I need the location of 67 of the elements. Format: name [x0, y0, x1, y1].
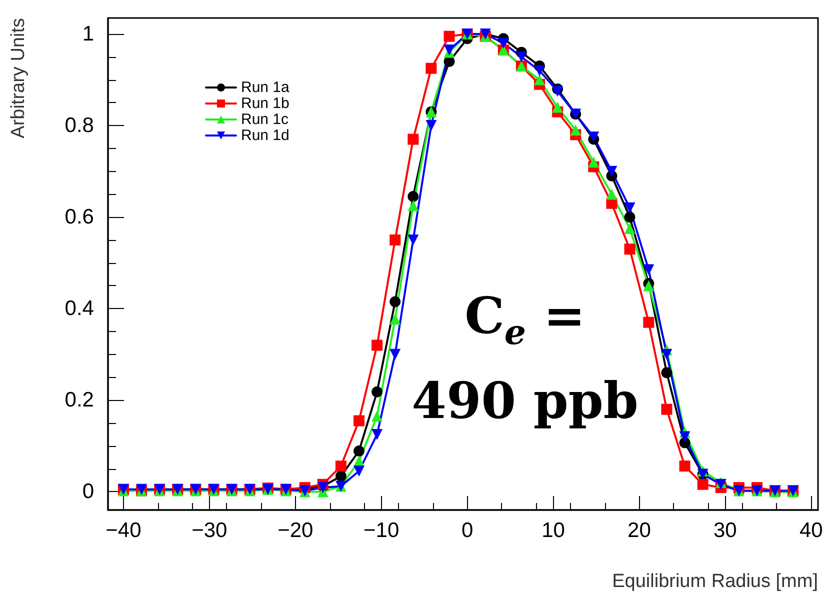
- point: [588, 156, 600, 168]
- point: [498, 38, 509, 49]
- point: [624, 212, 636, 223]
- point: [606, 166, 618, 177]
- annotation: C$_{e}$ =: [464, 286, 586, 353]
- x-tick-label: 0: [461, 519, 474, 542]
- point: [372, 386, 383, 398]
- point: [624, 223, 636, 234]
- point: [516, 51, 527, 62]
- point: [679, 460, 690, 472]
- y-tick-label: 1: [82, 22, 94, 46]
- point: [372, 340, 383, 351]
- point: [679, 431, 690, 442]
- point: [661, 348, 672, 360]
- legend-label: Run 1a: [241, 79, 290, 96]
- point: [697, 478, 708, 490]
- legend-label: Run 1d: [241, 127, 290, 144]
- x-tick-label: 40: [799, 519, 823, 542]
- legend-label: Run 1c: [241, 111, 290, 128]
- point: [390, 348, 401, 360]
- point: [643, 264, 654, 276]
- point: [408, 234, 419, 246]
- point: [390, 314, 401, 325]
- point: [426, 62, 437, 74]
- point: [624, 244, 636, 255]
- y-axis-title: Arbitrary Units: [8, 18, 29, 138]
- point: [335, 470, 346, 482]
- point: [661, 404, 672, 415]
- point: [643, 316, 654, 328]
- point: [552, 86, 564, 97]
- point: [426, 120, 437, 132]
- point: [570, 124, 582, 136]
- y-tick-label: 0.2: [64, 388, 94, 412]
- point: [606, 188, 618, 200]
- y-tick-label: 0.6: [64, 206, 94, 229]
- point: [353, 415, 364, 426]
- x-tick-label: 30: [713, 519, 737, 542]
- point: [372, 428, 383, 440]
- x-tick-label: 10: [542, 519, 565, 542]
- point: [408, 134, 419, 145]
- point: [444, 30, 455, 42]
- y-tick-label: 0.8: [64, 114, 94, 138]
- point: [534, 74, 545, 86]
- annotation: 490 ppb: [412, 371, 638, 430]
- legend-label: Run 1b: [241, 95, 290, 112]
- point: [408, 190, 419, 202]
- point: [353, 466, 364, 477]
- point: [624, 202, 636, 214]
- point: [588, 131, 600, 142]
- point: [643, 280, 654, 292]
- point: [534, 65, 545, 76]
- point: [390, 296, 401, 308]
- point: [390, 234, 401, 246]
- x-axis-title: Equilibrium Radius [mm]: [612, 571, 818, 592]
- point: [408, 200, 419, 212]
- y-tick-label: 0: [82, 480, 94, 504]
- x-tick-label: −10: [364, 519, 400, 542]
- y-tick-label: 0.4: [64, 297, 94, 320]
- point: [661, 367, 672, 378]
- point: [372, 410, 383, 422]
- x-tick-label: −30: [192, 519, 228, 542]
- point: [354, 445, 364, 456]
- point: [552, 102, 564, 113]
- x-tick-label: −40: [106, 519, 142, 542]
- x-tick-label: 20: [628, 519, 651, 542]
- point: [335, 460, 346, 472]
- x-tick-label: −20: [278, 519, 314, 542]
